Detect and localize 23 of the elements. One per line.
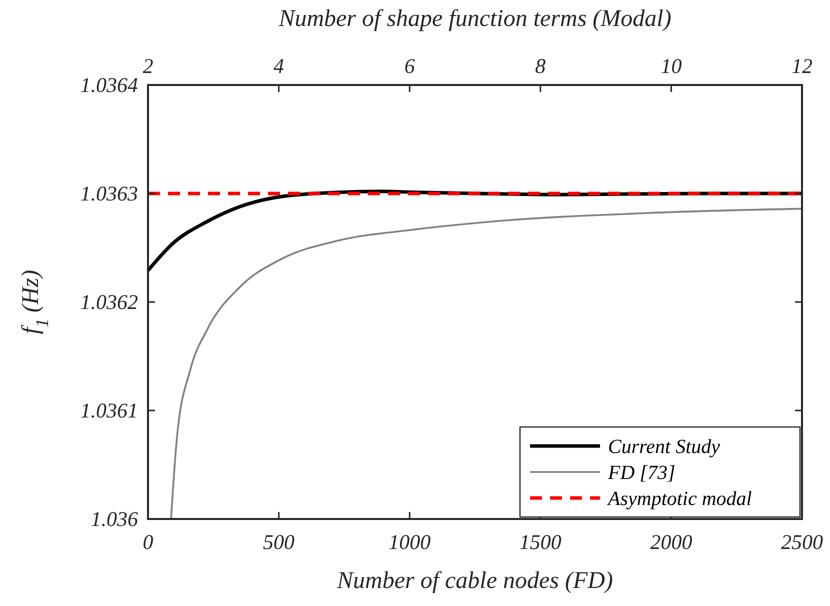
x2-tick-label: 10: [660, 54, 682, 78]
y-tick-label: 1.0364: [80, 73, 138, 97]
y-tick-label: 1.0363: [80, 182, 138, 206]
legend-label: Current Study: [608, 436, 720, 458]
x-tick-label: 1000: [388, 530, 432, 554]
x2-tick-label: 12: [792, 54, 813, 78]
x2-tick-label: 8: [535, 54, 546, 78]
x2-axis-title: Number of shape function terms (Modal): [278, 6, 672, 32]
y-tick-label: 1.036: [90, 507, 138, 531]
legend-label: FD [73]: [607, 462, 676, 484]
x-tick-label: 1500: [519, 530, 562, 554]
x-tick-label: 2500: [781, 530, 824, 554]
x-tick-label: 0: [142, 530, 154, 554]
x2-tick-label: 2: [142, 54, 154, 78]
x-tick-label: 500: [263, 530, 296, 554]
y-tick-label: 1.0361: [80, 398, 138, 422]
legend-label: Asymptotic modal: [606, 488, 752, 510]
line-series: [170, 208, 803, 520]
x-axis-title: Number of cable nodes (FD): [336, 568, 613, 594]
y-tick-label: 1.0362: [80, 290, 138, 314]
x2-tick-label: 6: [404, 54, 416, 78]
x-tick-label: 2000: [650, 530, 693, 554]
x2-tick-label: 4: [274, 54, 285, 78]
